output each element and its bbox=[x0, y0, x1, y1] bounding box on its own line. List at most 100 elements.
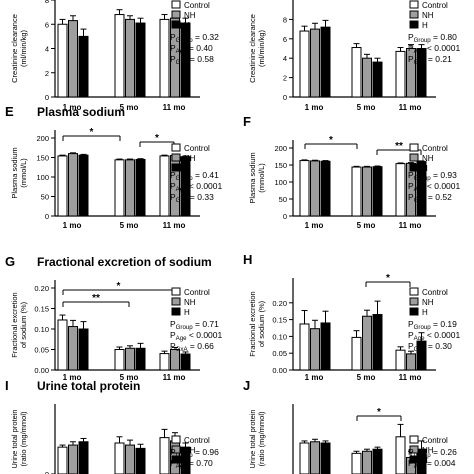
bar-control bbox=[395, 163, 406, 217]
bar-control bbox=[159, 155, 170, 217]
panel-title: Plasma sodium bbox=[37, 105, 125, 119]
bar-nh bbox=[68, 444, 78, 474]
bar-nh bbox=[68, 20, 78, 98]
bar-h bbox=[320, 442, 331, 474]
panel-label: G bbox=[5, 254, 15, 269]
legend-label: NH bbox=[422, 446, 434, 455]
chart-panel-p1: 0 2 4 6 8 Creatinine clearance (ml/min/kg) 1 mo… bbox=[248, 0, 448, 112]
legend-label: NH bbox=[184, 154, 196, 163]
bar-h bbox=[372, 61, 383, 98]
y-tick-label: 150 bbox=[274, 161, 287, 170]
y-axis-label: Fractional excretion bbox=[248, 291, 257, 356]
legend-label: NH bbox=[422, 298, 434, 307]
stat-text: PGroup = 0.93 bbox=[408, 170, 457, 182]
legend-label: Control bbox=[422, 1, 448, 10]
stat-text: PAge < 0.0001 bbox=[408, 330, 461, 342]
y-tick-label: 4 bbox=[283, 54, 287, 63]
y-tick-label: 4 bbox=[45, 45, 49, 54]
x-tick-label: 1 mo bbox=[305, 221, 324, 230]
bar-control bbox=[114, 442, 125, 474]
y-axis-label: Urine total protein bbox=[10, 409, 19, 468]
bar-nh bbox=[362, 166, 372, 217]
bar-control bbox=[299, 323, 310, 371]
x-tick-label: 1 mo bbox=[63, 103, 82, 112]
y-axis-label: Creatinine clearance bbox=[10, 14, 19, 83]
bar-nh bbox=[125, 347, 135, 371]
y-tick-label: 0.05 bbox=[34, 346, 49, 355]
significance-marker: ** bbox=[92, 293, 100, 304]
bar-control bbox=[351, 47, 362, 98]
chart-panel-F: F 0 50 100 150 200 Plasma sodium (mmol/L) 1 mo 5 … bbox=[243, 114, 448, 230]
bar-h bbox=[135, 22, 146, 98]
legend-swatch bbox=[409, 0, 419, 9]
y-tick-label: 0.15 bbox=[272, 316, 287, 325]
panel-title: Fractional excretion of sodium bbox=[37, 255, 212, 269]
legend-label: H bbox=[422, 21, 428, 30]
bar-h bbox=[135, 447, 146, 474]
y-axis-label: (ml/min/kg) bbox=[19, 29, 28, 67]
legend-label: Control bbox=[422, 288, 448, 297]
bar-control bbox=[159, 437, 170, 474]
y-tick-label: 0.20 bbox=[34, 284, 49, 293]
bar-nh bbox=[362, 450, 372, 474]
stat-text: PAge = 0.40 bbox=[170, 43, 213, 55]
y-tick-label: 8 bbox=[283, 15, 287, 24]
x-tick-label: 11 mo bbox=[163, 221, 186, 230]
bar-nh bbox=[125, 18, 135, 98]
legend-label: Control bbox=[184, 288, 210, 297]
bar-nh bbox=[125, 159, 135, 217]
bar-nh bbox=[310, 441, 320, 474]
significance-marker: ** bbox=[395, 141, 403, 152]
legend-label: NH bbox=[184, 446, 196, 455]
bar-h bbox=[372, 166, 383, 217]
bar-control bbox=[351, 166, 362, 217]
y-axis-label: (mmol/L) bbox=[19, 158, 28, 188]
bar-h bbox=[180, 353, 191, 371]
bar-control bbox=[57, 155, 68, 217]
panel-label: J bbox=[243, 378, 250, 393]
bar-nh bbox=[68, 326, 78, 371]
bar-control bbox=[395, 436, 406, 474]
chart-panel-G: G Fractional excretion of sodium 0.00 0.05 0… bbox=[5, 254, 212, 382]
stat-text: PGroup = 0.41 bbox=[170, 170, 219, 182]
y-tick-label: 200 bbox=[36, 134, 49, 143]
stat-text: PGroup = 0.96 bbox=[170, 447, 219, 459]
legend-swatch bbox=[409, 287, 419, 296]
bar-control bbox=[395, 50, 406, 98]
significance-marker: * bbox=[90, 127, 94, 138]
y-tick-label: 0.00 bbox=[272, 366, 287, 375]
y-tick-label: 0 bbox=[283, 93, 287, 102]
stat-text: PAge < 0.0001 bbox=[170, 181, 223, 193]
bar-h bbox=[372, 314, 383, 371]
chart-panel-I: I Urine total protein 0 Urine total protein… bbox=[5, 378, 210, 474]
legend-swatch bbox=[409, 297, 419, 306]
panel-label: H bbox=[243, 252, 252, 267]
legend-label: H bbox=[184, 21, 190, 30]
legend-swatch bbox=[171, 307, 181, 316]
legend-label: NH bbox=[184, 298, 196, 307]
stat-text: PGroup = 0.26 bbox=[408, 447, 457, 459]
legend-swatch bbox=[171, 287, 181, 296]
legend-swatch bbox=[409, 163, 419, 172]
legend-label: H bbox=[184, 164, 190, 173]
legend-swatch bbox=[171, 163, 181, 172]
y-tick-label: 50 bbox=[41, 193, 49, 202]
x-tick-label: 5 mo bbox=[357, 373, 376, 382]
y-tick-label: 0 bbox=[45, 470, 49, 474]
bar-h bbox=[78, 154, 89, 217]
bar-control bbox=[57, 23, 68, 98]
y-tick-label: 2 bbox=[283, 74, 287, 83]
panel-label: I bbox=[5, 378, 9, 393]
bar-h bbox=[320, 26, 331, 98]
bar-h bbox=[320, 322, 331, 371]
y-tick-label: 100 bbox=[36, 173, 49, 182]
y-tick-label: 0.10 bbox=[272, 332, 287, 341]
legend-swatch bbox=[409, 455, 419, 464]
chart-panel-J: J Urine total protein (ratio (mg/mmol) * Con… bbox=[243, 378, 448, 474]
stat-text: PGroup = 0.80 bbox=[408, 32, 457, 44]
x-tick-label: 1 mo bbox=[63, 373, 82, 382]
legend-swatch bbox=[409, 153, 419, 162]
significance-marker: * bbox=[377, 407, 381, 418]
